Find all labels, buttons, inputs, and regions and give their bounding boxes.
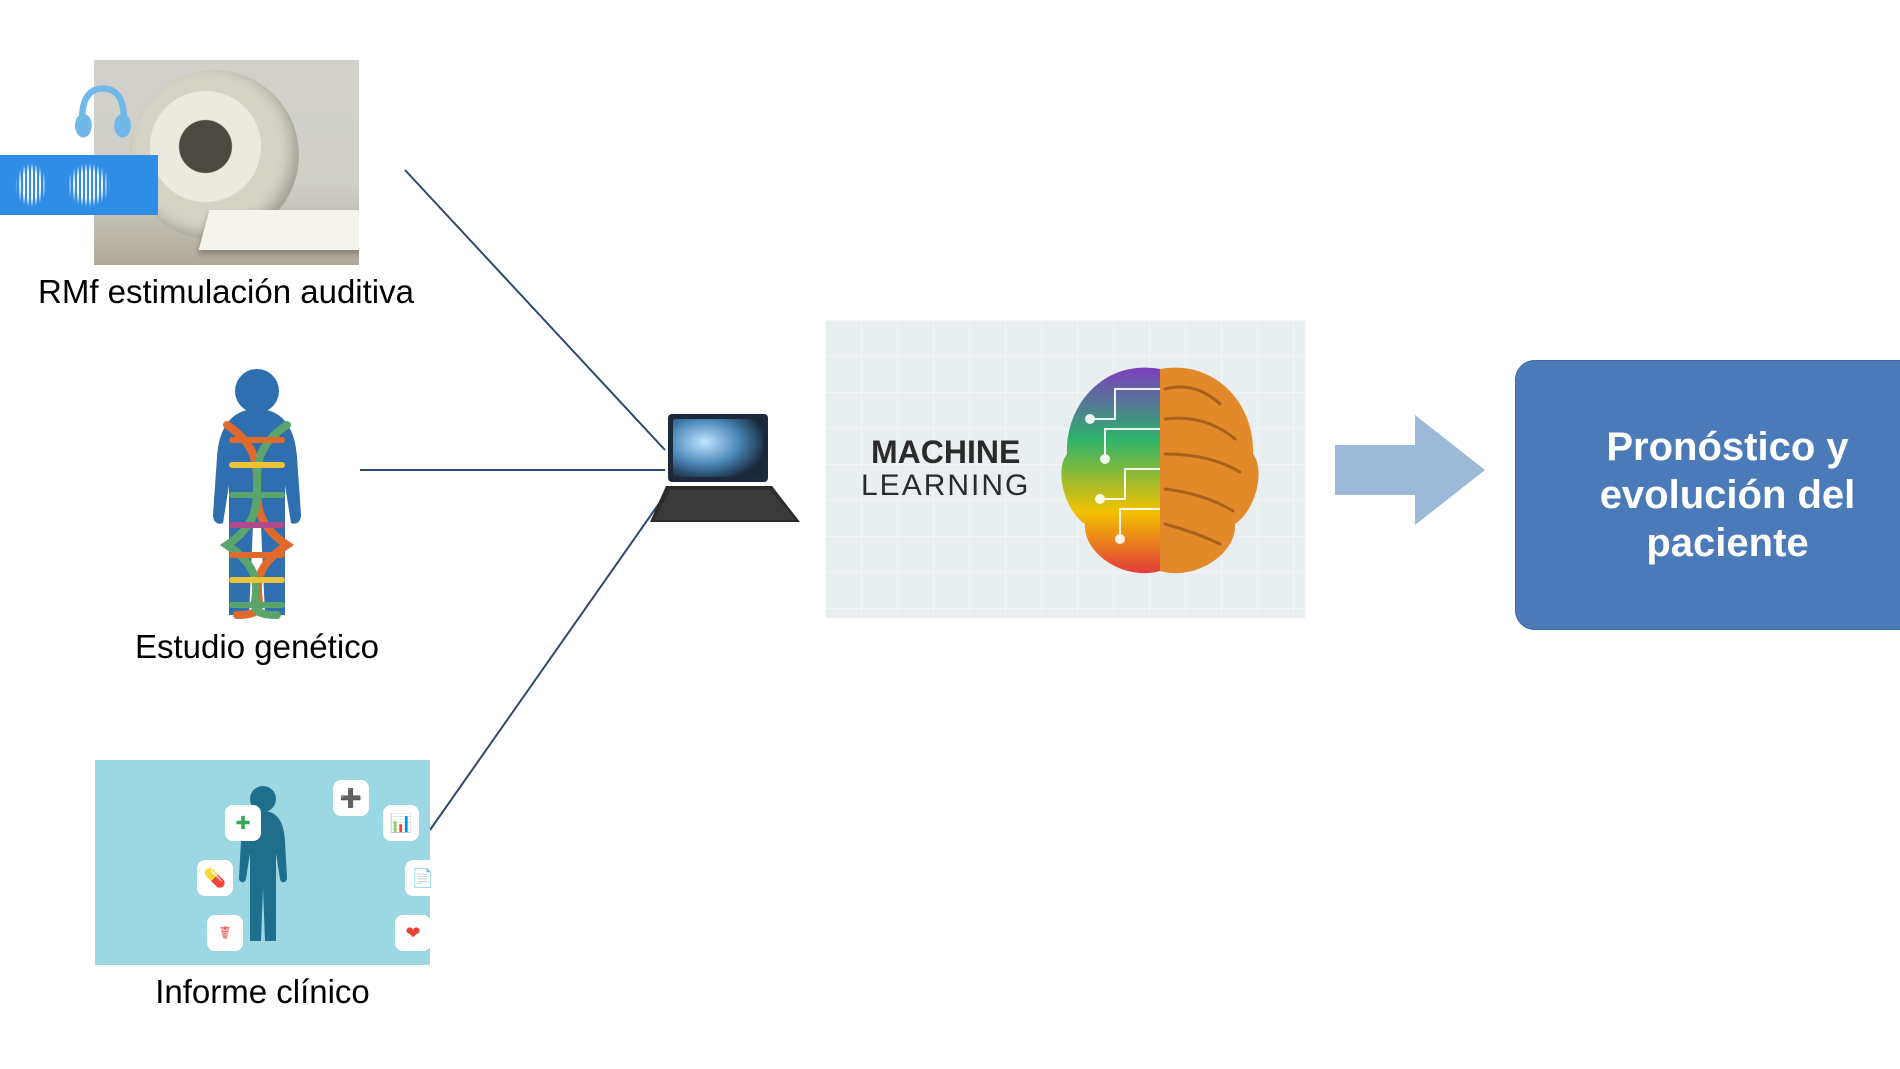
clinic-mini-icon: ☤ [207,915,243,951]
clinic-mini-icon: ➕ [333,780,369,816]
arrow-right-icon [1335,410,1485,530]
clinic-mini-icon: 💊 [197,860,233,896]
output-box: Pronóstico y evolución del paciente [1515,360,1900,630]
mri-label: RMf estimulación auditiva [38,273,414,311]
laptop-icon [640,410,810,530]
node-genetics: Estudio genético [135,365,379,666]
node-mri: RMf estimulación auditiva [38,60,414,311]
headphones-icon [68,78,138,148]
ml-title-line1: MACHINE [861,436,1030,470]
clinic-mini-icon: ❤ [395,915,431,951]
brain-icon [1045,349,1275,589]
ml-title-line2: LEARNING [861,470,1030,502]
clinic-label: Informe clínico [95,973,430,1011]
body-silhouette-icon [177,365,337,620]
audio-waveform-bar [0,155,158,215]
ml-image: MACHINE LEARNING [825,320,1305,618]
node-machine-learning: MACHINE LEARNING [825,320,1305,618]
diagram-canvas: RMf estimulación auditiva Estudio genéti… [0,0,1900,1069]
genetics-image [177,365,337,620]
node-clinic: ➕📊📄❤☤💊✚ Informe clínico [95,760,430,1011]
clinic-image: ➕📊📄❤☤💊✚ [95,760,430,965]
genetics-label: Estudio genético [135,628,379,666]
clinic-mini-icon: 📄 [405,860,441,896]
edge-line [405,170,665,450]
clinic-mini-icon: ✚ [225,805,261,841]
edge-line [430,495,665,830]
clinic-mini-icon: 📊 [383,805,419,841]
output-text: Pronóstico y evolución del paciente [1535,423,1900,567]
